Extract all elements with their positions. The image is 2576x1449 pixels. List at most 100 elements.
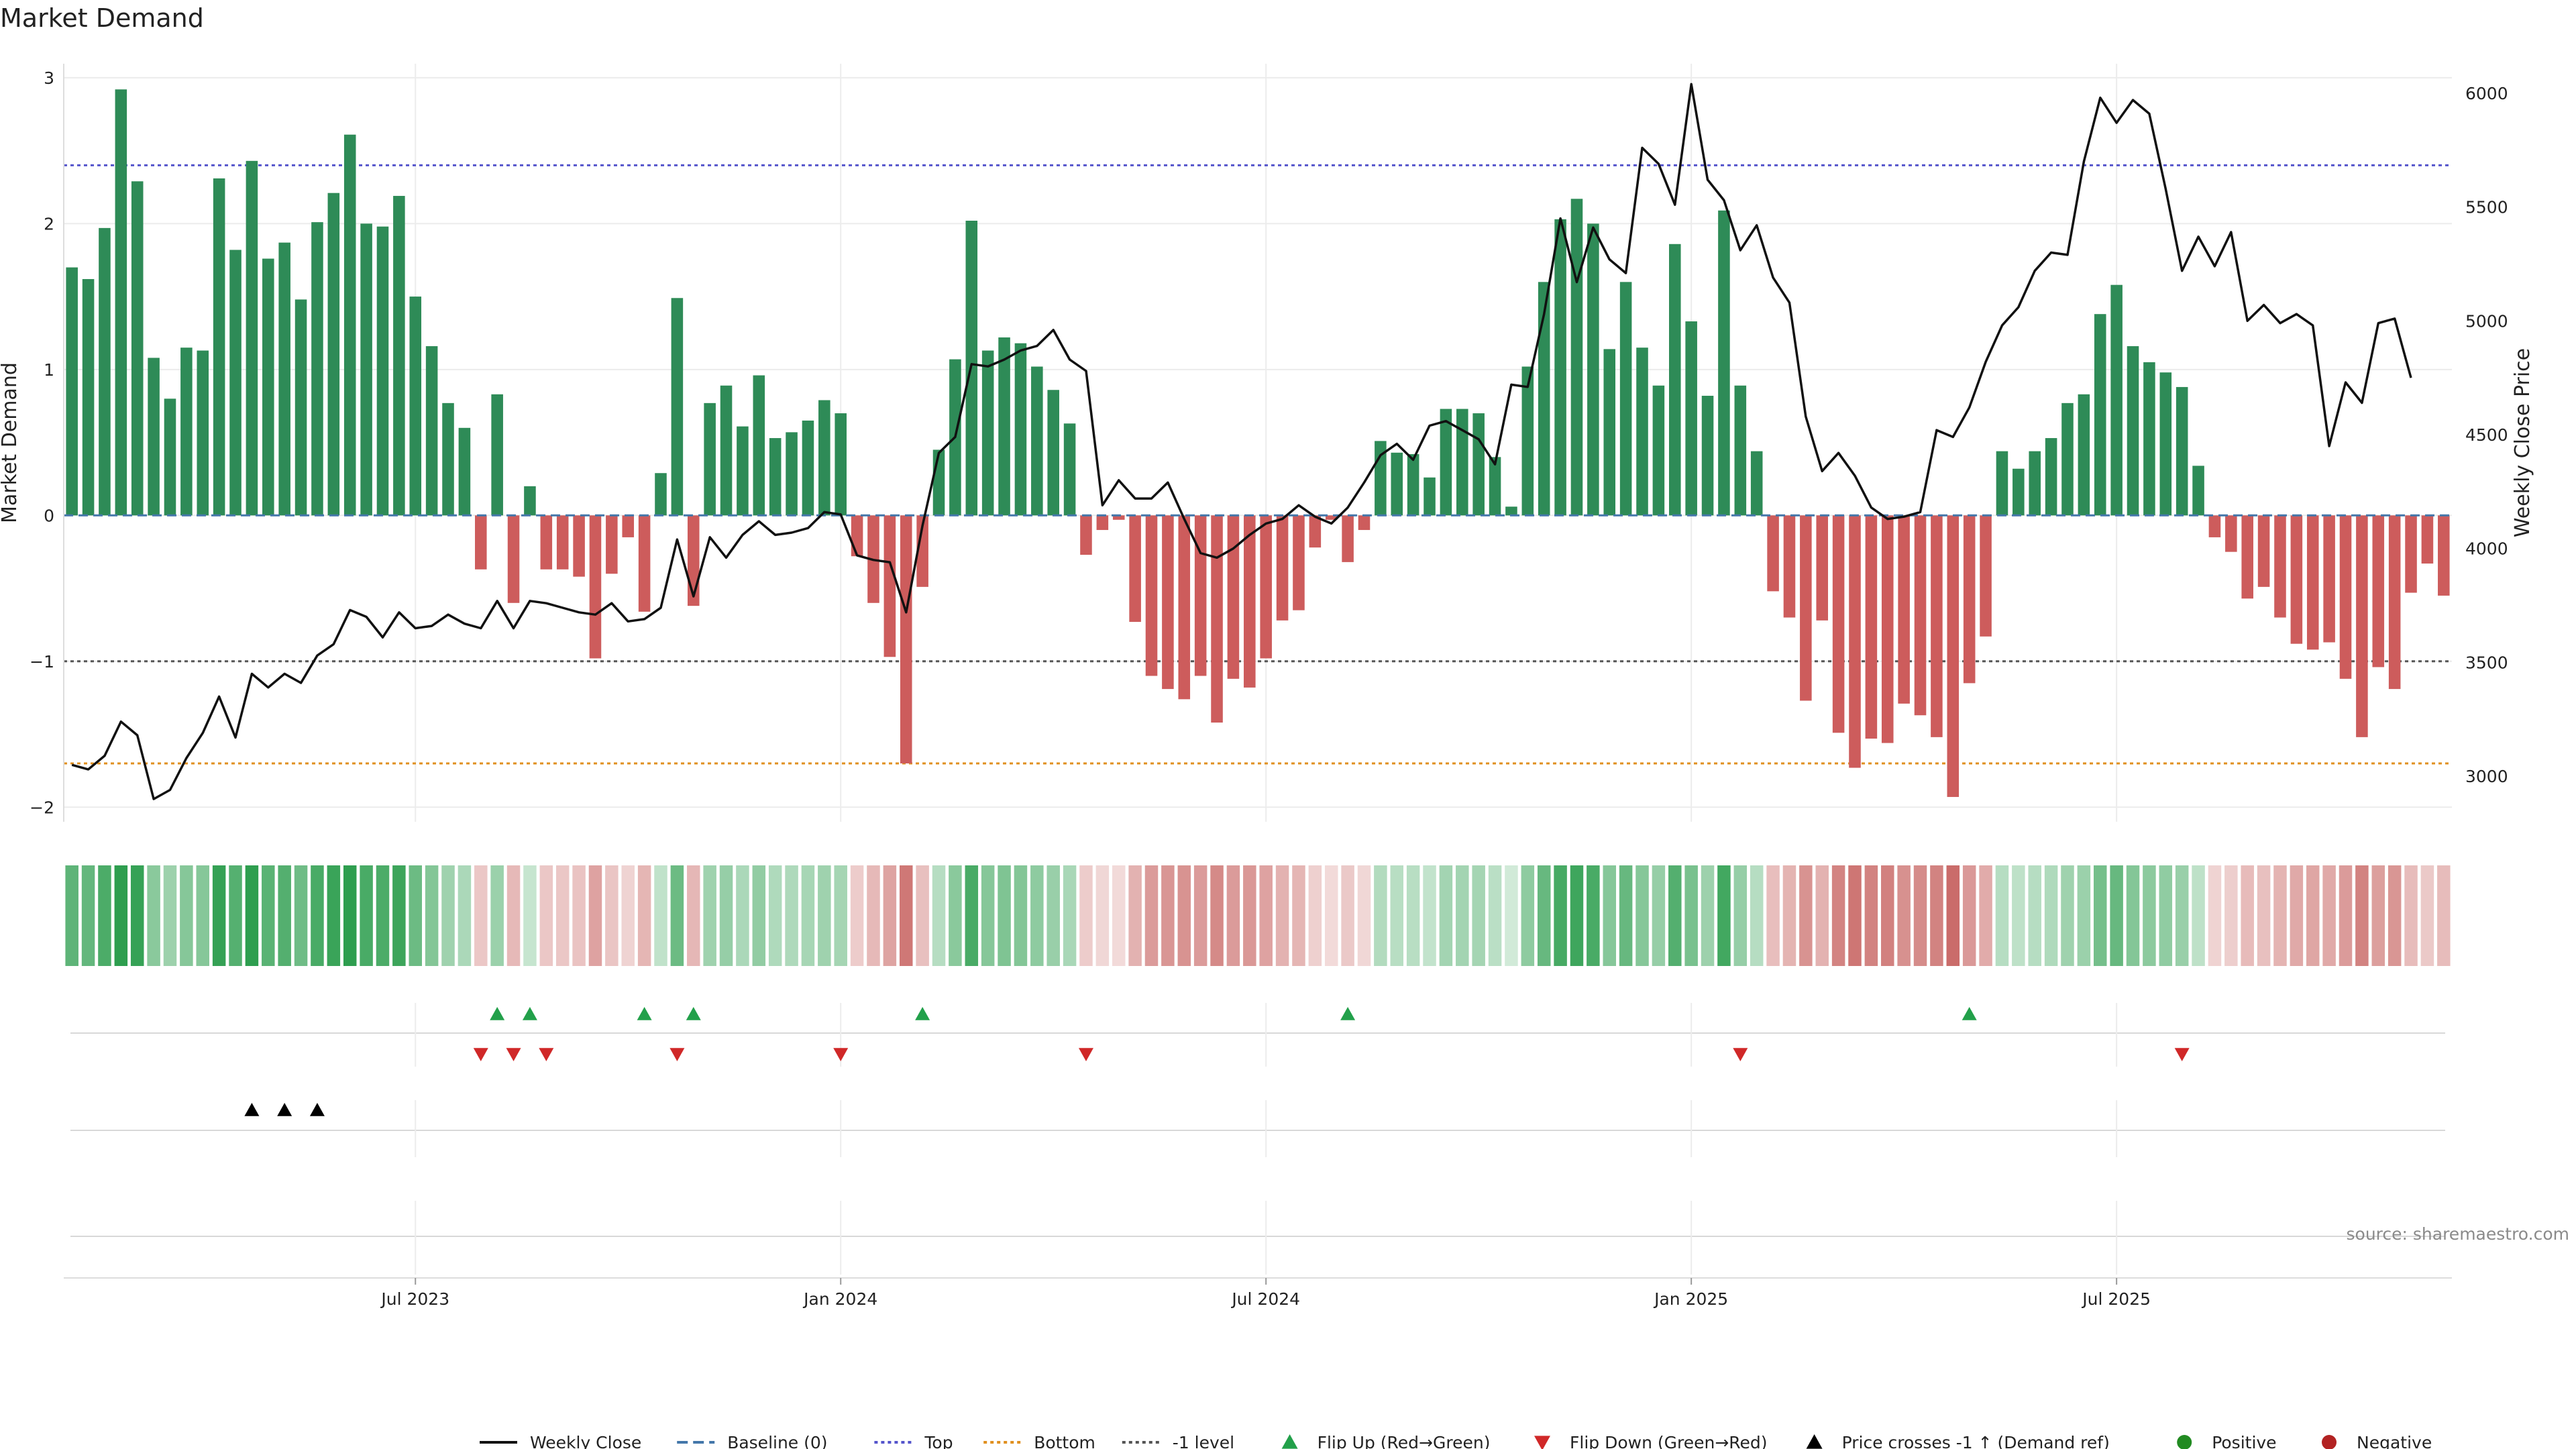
heat-cell [1505, 865, 1518, 966]
heat-cell [1537, 865, 1551, 966]
heat-cell [2371, 865, 2385, 966]
heat-cell [785, 865, 798, 966]
demand-bar [524, 486, 536, 516]
demand-bar [475, 515, 487, 570]
heat-cell [1161, 865, 1175, 966]
heat-cell [2077, 865, 2091, 966]
demand-bar [1570, 199, 1583, 516]
demand-bar [1718, 210, 1730, 516]
demand-bar [1309, 515, 1322, 548]
legend-label: Weekly Close [530, 1433, 641, 1449]
y-axis-title: Market Demand [0, 362, 21, 523]
demand-bar [1358, 515, 1371, 531]
demand-bar [376, 226, 389, 516]
heat-cell [1079, 865, 1093, 966]
y2-axis-title: Weekly Close Price [2511, 348, 2534, 537]
demand-bar [1652, 385, 1665, 516]
heat-cell [1619, 865, 1633, 966]
demand-bar [737, 426, 749, 516]
heat-cell [1684, 865, 1698, 966]
demand-bar [540, 515, 553, 570]
price-cross-marker [244, 1103, 260, 1116]
heat-cell [1570, 865, 1584, 966]
heat-cell [588, 865, 602, 966]
heat-cell [1603, 865, 1616, 966]
heat-cell [2208, 865, 2222, 966]
heat-cell [1177, 865, 1191, 966]
heat-cell [147, 865, 160, 966]
y2-tick-label: 4500 [2465, 425, 2508, 445]
heat-cell [949, 865, 962, 966]
flip-up-marker [1340, 1007, 1356, 1020]
flip-up-marker [686, 1007, 701, 1020]
demand-bar [753, 375, 765, 516]
demand-bar [1080, 515, 1092, 555]
demand-bar [900, 515, 912, 764]
heat-cell [572, 865, 586, 966]
flip-down-marker [506, 1048, 521, 1061]
demand-bar [998, 337, 1010, 516]
demand-bar [1145, 515, 1158, 676]
y2-tick-label: 5000 [2465, 311, 2508, 331]
heat-cell [196, 865, 210, 966]
demand-bar [1554, 219, 1566, 516]
heat-cell [1439, 865, 1453, 966]
demand-bar [1750, 451, 1763, 516]
demand-bar [2110, 284, 2123, 516]
flip-down-marker [1733, 1048, 1748, 1061]
price-cross-marker [277, 1103, 292, 1116]
demand-bar [1244, 515, 1256, 688]
demand-bar [2208, 515, 2221, 537]
demand-bar [197, 350, 209, 516]
legend-label: Price crosses -1 ↑ (Demand ref) [1842, 1433, 2110, 1449]
legend-swatch [1806, 1434, 1823, 1449]
demand-bar [1914, 515, 1927, 716]
demand-bar [883, 515, 896, 657]
demand-bar [1325, 515, 1338, 520]
heat-cell [1799, 865, 1813, 966]
y-tick-label: 1 [44, 360, 54, 380]
demand-bar [720, 385, 733, 516]
heat-cell [1406, 865, 1420, 966]
demand-bar [2323, 515, 2335, 643]
demand-heat-strip [65, 865, 2451, 966]
heat-cell [1930, 865, 1943, 966]
heat-cell [818, 865, 831, 966]
heat-cell [343, 865, 357, 966]
demand-bar [556, 515, 569, 570]
demand-bar [2012, 468, 2025, 516]
heat-cell [768, 865, 782, 966]
demand-bar [1211, 515, 1223, 723]
demand-bar [2045, 438, 2057, 516]
legend: Weekly Close Baseline (0) Top Bottom -1 leve… [480, 1433, 2432, 1449]
demand-bar [1865, 515, 1878, 739]
heat-cell [1635, 865, 1649, 966]
demand-bar [262, 258, 274, 516]
flip-down-marker [1078, 1048, 1093, 1061]
demand-bar [229, 250, 241, 516]
legend-swatch [2322, 1435, 2337, 1449]
heat-cell [1652, 865, 1666, 966]
heat-cell [1210, 865, 1224, 966]
heat-cell [2339, 865, 2353, 966]
heat-cell [1554, 865, 1567, 966]
demand-bar [180, 347, 193, 516]
demand-bar [1521, 366, 1534, 516]
demand-bar [278, 242, 290, 516]
demand-bar [2241, 515, 2253, 599]
demand-bar [2339, 515, 2352, 679]
demand-bar [786, 432, 798, 516]
heat-cell [801, 865, 815, 966]
demand-bar [1112, 515, 1125, 520]
demand-bar [769, 438, 782, 516]
heat-cell [212, 865, 226, 966]
heat-cell [1881, 865, 1894, 966]
demand-bar [82, 278, 95, 516]
flip-up-marker [915, 1007, 930, 1020]
demand-bar [1194, 515, 1207, 676]
heat-cell [294, 865, 308, 966]
heat-cell [229, 865, 242, 966]
heat-cell [539, 865, 553, 966]
heat-cell [1292, 865, 1305, 966]
heat-cell [490, 865, 504, 966]
